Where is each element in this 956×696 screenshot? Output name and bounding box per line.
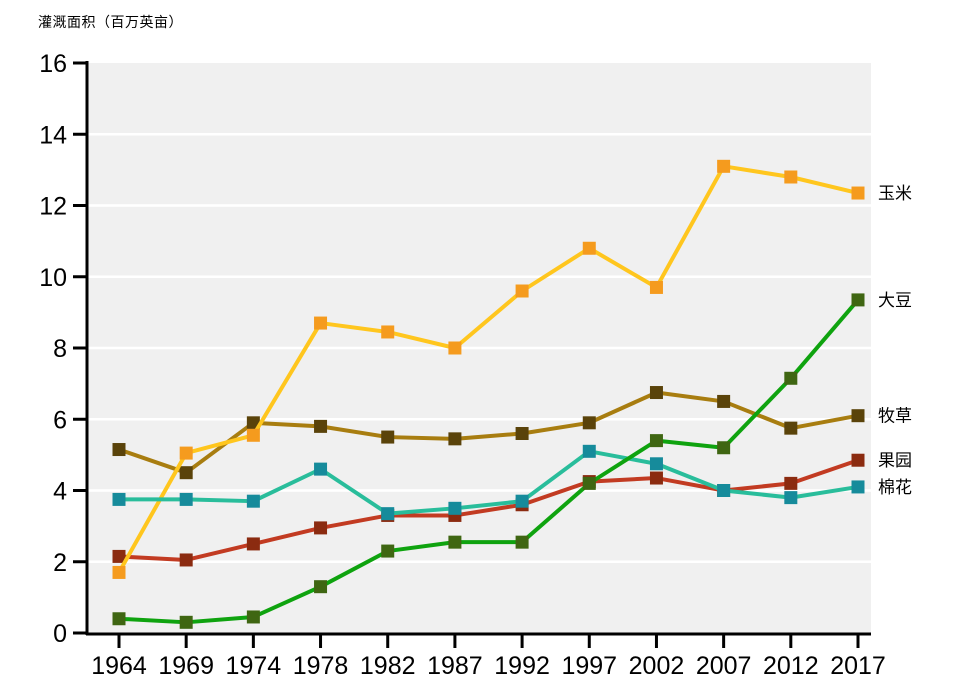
- y-tick-label: 12: [39, 193, 67, 221]
- series-label-牧草: 牧草: [878, 407, 912, 426]
- series-marker-牧草: [112, 443, 126, 457]
- series-marker-大豆: [851, 293, 865, 307]
- y-tick-label: 10: [39, 264, 67, 292]
- series-marker-牧草: [314, 419, 328, 433]
- series-marker-棉花: [246, 494, 260, 508]
- series-marker-棉花: [851, 480, 865, 494]
- series-marker-玉米: [314, 316, 328, 330]
- y-tick-label: 0: [53, 620, 67, 648]
- series-marker-大豆: [784, 371, 798, 385]
- series-line-大豆: [118, 298, 860, 625]
- series-marker-大豆: [246, 610, 260, 624]
- series-marker-棉花: [784, 491, 798, 505]
- series-marker-大豆: [381, 544, 395, 558]
- x-tick-label: 1964: [91, 652, 147, 680]
- series-marker-果园: [784, 476, 798, 490]
- series-marker-玉米: [851, 186, 865, 200]
- y-tick-label: 16: [39, 50, 67, 78]
- x-tick-label: 2012: [763, 652, 819, 680]
- series-marker-玉米: [179, 446, 193, 460]
- series-label-大豆: 大豆: [878, 291, 912, 310]
- series-line-玉米: [117, 164, 859, 574]
- series-marker-棉花: [582, 444, 596, 458]
- series-marker-玉米: [649, 280, 663, 294]
- x-tick-label: 2007: [696, 652, 752, 680]
- series-marker-大豆: [515, 535, 529, 549]
- y-tick-label: 14: [39, 121, 67, 149]
- x-tick-label: 1987: [427, 652, 483, 680]
- series-label-棉花: 棉花: [878, 478, 912, 497]
- series-label-果园: 果园: [878, 451, 912, 470]
- series-label-玉米: 玉米: [878, 184, 912, 203]
- series-marker-棉花: [649, 457, 663, 471]
- series-marker-棉花: [515, 494, 529, 508]
- series-marker-棉花: [717, 484, 731, 497]
- series-marker-牧草: [448, 432, 462, 446]
- x-tick-label: 1974: [226, 652, 282, 680]
- series-marker-牧草: [179, 466, 193, 480]
- series-marker-牧草: [515, 427, 529, 440]
- series-marker-牧草: [851, 409, 865, 423]
- series-marker-牧草: [717, 394, 731, 408]
- series-marker-玉米: [717, 159, 731, 173]
- series-marker-果园: [112, 549, 126, 563]
- series-marker-玉米: [784, 170, 798, 184]
- y-tick-label: 6: [53, 406, 67, 434]
- series-marker-玉米: [246, 428, 260, 442]
- x-tick-label: 1992: [494, 652, 550, 680]
- series-marker-棉花: [179, 492, 193, 506]
- series-marker-玉米: [448, 341, 462, 355]
- series-marker-大豆: [582, 476, 596, 490]
- x-tick-label: 2017: [830, 652, 886, 680]
- series-line-棉花: [119, 449, 859, 516]
- y-tick-label: 2: [53, 549, 67, 577]
- series-marker-棉花: [448, 501, 462, 515]
- series-marker-大豆: [448, 535, 462, 549]
- series-marker-果园: [179, 553, 193, 567]
- series-marker-棉花: [112, 492, 126, 506]
- series-marker-玉米: [515, 284, 529, 298]
- series-marker-果园: [314, 521, 328, 535]
- x-tick-label: 1978: [293, 652, 349, 680]
- series-marker-大豆: [314, 580, 328, 594]
- series-marker-果园: [649, 471, 663, 485]
- x-tick-label: 1969: [158, 652, 214, 680]
- series-marker-大豆: [717, 441, 731, 455]
- series-marker-果园: [851, 453, 865, 467]
- series-marker-牧草: [381, 430, 395, 444]
- series-marker-大豆: [112, 612, 126, 626]
- y-tick-label: 8: [53, 335, 67, 363]
- series-marker-玉米: [112, 565, 126, 579]
- series-marker-玉米: [582, 241, 596, 255]
- series-marker-棉花: [381, 507, 395, 521]
- y-axis-title: 灌溉面积（百万英亩）: [38, 14, 183, 30]
- series-marker-果园: [246, 537, 260, 551]
- x-tick-label: 2002: [629, 652, 685, 680]
- x-tick-label: 1997: [561, 652, 617, 680]
- series-marker-大豆: [649, 434, 663, 448]
- series-marker-牧草: [784, 421, 798, 435]
- series-marker-大豆: [179, 615, 193, 629]
- series-line-果园: [118, 458, 859, 562]
- series-marker-玉米: [381, 325, 395, 339]
- x-tick-label: 1982: [360, 652, 416, 680]
- series-marker-棉花: [314, 462, 328, 476]
- series-marker-牧草: [649, 386, 663, 400]
- series-line-牧草: [118, 390, 859, 475]
- y-tick-label: 4: [53, 478, 67, 506]
- series-marker-牧草: [582, 416, 596, 430]
